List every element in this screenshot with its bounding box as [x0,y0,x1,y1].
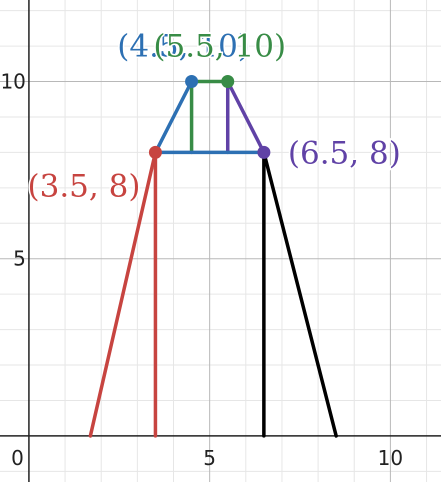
point-marker [148,145,162,159]
point-label: (3.5, 8) [28,168,141,204]
point-marker [257,145,271,159]
x-tick-label: 10 [378,446,403,470]
segment [88,150,158,438]
point-label: (6.5, 8) [288,135,401,171]
x-tick-label: 5 [203,446,216,470]
point-label: (4.5, 10) [117,29,250,65]
y-tick-label: 5 [13,247,26,271]
segment [262,150,338,438]
point-marker [221,75,235,89]
y-tick-label: 10 [0,70,25,94]
segment [153,79,194,155]
segment [225,79,266,155]
point-marker [185,75,199,89]
x-tick-label: 0 [11,446,24,470]
point-label: (5.5, 10) [153,29,286,65]
